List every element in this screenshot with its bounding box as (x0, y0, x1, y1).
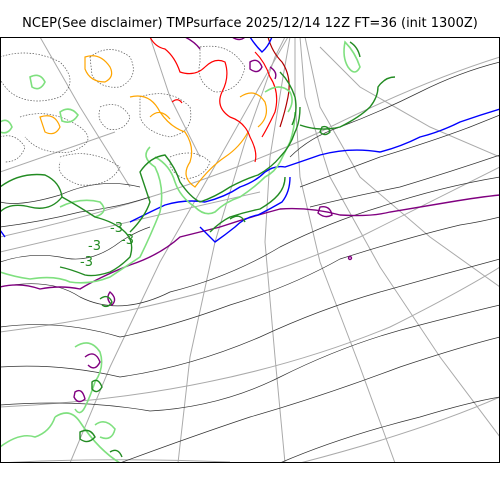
graticule-parallels (0, 56, 500, 463)
contour-label: -3 (88, 239, 101, 254)
isotherms-darkred (267, 37, 290, 128)
contour-label: -3 (80, 255, 93, 270)
map-title: NCEP(See disclaimer) TMPsurface 2025/12/… (22, 16, 478, 31)
contour-label: -3 (121, 233, 134, 248)
isotherms-dotted (0, 45, 246, 186)
isotherms-minor (0, 61, 500, 463)
contour-label: -3 (110, 221, 123, 236)
map-canvas: -3 -3 -3 -3 (0, 37, 500, 463)
map-panel: -3 -3 -3 -3 (0, 37, 500, 463)
isotherms-red (149, 37, 278, 163)
isotherms-green (0, 41, 396, 458)
graticule-meridians (0, 37, 500, 463)
isotherms-orange (39, 55, 268, 188)
